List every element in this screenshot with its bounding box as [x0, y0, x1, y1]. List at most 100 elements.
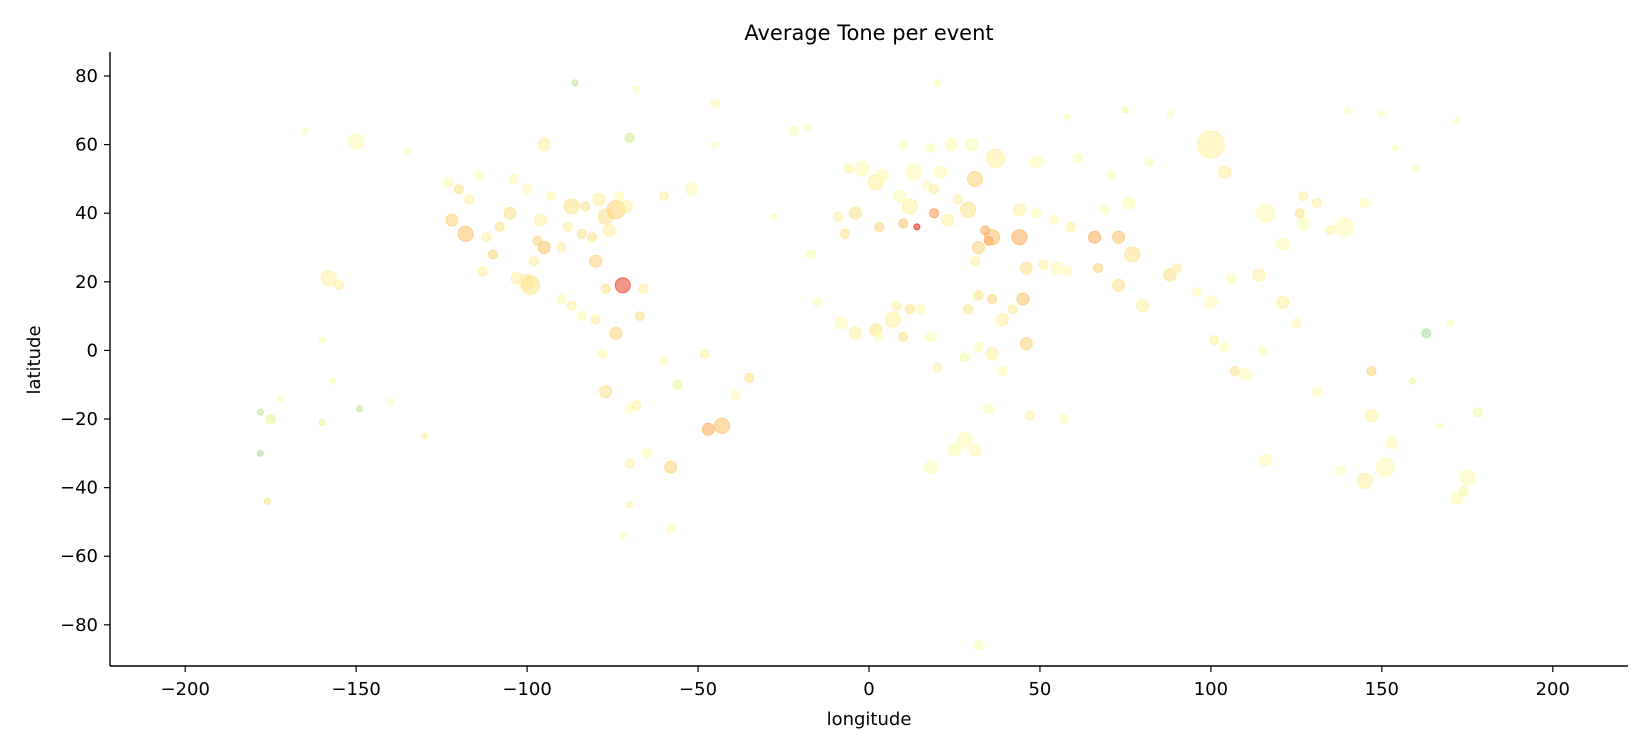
data-point	[1209, 335, 1220, 346]
data-point	[959, 352, 970, 363]
data-point	[1458, 486, 1469, 497]
data-point	[1204, 295, 1218, 309]
y-tick-label: −40	[60, 478, 98, 499]
data-point	[576, 228, 587, 239]
data-point	[1344, 106, 1352, 114]
data-point	[443, 177, 454, 188]
data-point	[1334, 217, 1354, 237]
data-point	[1011, 229, 1028, 246]
data-point	[934, 165, 948, 179]
data-point	[328, 377, 336, 385]
data-point	[1276, 295, 1290, 309]
data-point	[600, 283, 611, 294]
data-point	[840, 228, 851, 239]
data-point	[684, 182, 698, 196]
data-point	[884, 311, 901, 328]
data-point	[1016, 292, 1030, 306]
data-point	[898, 218, 909, 229]
data-point	[710, 98, 721, 109]
data-point	[970, 256, 980, 267]
data-point	[891, 300, 902, 311]
data-point	[556, 294, 567, 304]
data-point	[952, 194, 963, 205]
data-point	[1058, 414, 1069, 424]
data-point	[1088, 230, 1102, 244]
data-point	[320, 270, 337, 287]
data-point	[256, 408, 264, 416]
data-point	[403, 148, 411, 155]
y-tick-label: 20	[75, 272, 98, 293]
data-point	[633, 86, 640, 94]
data-point	[1252, 268, 1266, 282]
data-point	[1072, 153, 1083, 164]
data-point	[546, 191, 556, 202]
y-tick-label: 80	[75, 66, 98, 87]
scatter-points	[256, 79, 1483, 651]
data-point	[983, 235, 994, 246]
data-point	[1359, 197, 1370, 208]
data-point	[672, 379, 683, 390]
data-point	[318, 419, 326, 426]
data-point	[1171, 263, 1182, 274]
data-point	[905, 304, 915, 315]
data-point	[1453, 117, 1461, 125]
data-point	[1093, 263, 1104, 274]
data-point	[537, 138, 551, 152]
data-point	[619, 199, 633, 213]
data-point	[971, 241, 985, 254]
data-point	[902, 198, 918, 215]
y-tick-label: 60	[75, 135, 98, 156]
data-point	[986, 148, 1005, 168]
data-point	[843, 163, 854, 174]
data-point	[714, 417, 730, 434]
data-point	[932, 362, 943, 373]
data-point	[893, 189, 907, 203]
data-point	[445, 213, 459, 227]
data-point	[730, 390, 741, 400]
data-point	[1450, 491, 1464, 505]
data-point	[658, 355, 669, 366]
data-point	[929, 208, 939, 219]
data-point	[973, 640, 984, 651]
data-point	[521, 275, 540, 295]
data-point	[664, 460, 678, 474]
data-point	[1366, 366, 1377, 376]
data-point	[1436, 422, 1444, 430]
data-point	[848, 326, 862, 340]
data-point	[876, 169, 890, 182]
y-axis-label: latitude	[24, 325, 45, 394]
data-point	[1196, 130, 1225, 159]
data-point	[1062, 266, 1073, 277]
y-tick-label: 40	[75, 203, 98, 224]
data-point	[1112, 278, 1126, 292]
data-point	[1124, 246, 1141, 263]
data-point	[973, 342, 984, 352]
data-point	[987, 294, 998, 304]
data-point	[1166, 110, 1174, 118]
x-axis-label: longitude	[827, 709, 912, 730]
data-point	[1219, 342, 1230, 352]
data-point	[980, 225, 991, 236]
data-point	[744, 372, 755, 383]
data-point	[1375, 457, 1395, 477]
data-point	[1063, 113, 1071, 121]
x-ticks: −200 −150 −100 −50 0 50 100 150 200	[160, 666, 1570, 700]
data-point	[624, 132, 635, 143]
data-point	[528, 256, 539, 267]
data-point	[1038, 259, 1049, 270]
y-tick-label: −80	[60, 615, 98, 636]
data-point	[348, 133, 365, 150]
data-point	[1226, 273, 1237, 284]
data-point	[701, 422, 715, 436]
data-point	[960, 201, 977, 218]
data-point	[1031, 208, 1042, 219]
data-point	[453, 184, 464, 195]
x-tick-label: −150	[331, 679, 380, 700]
data-point	[609, 326, 623, 340]
data-point	[614, 277, 631, 294]
data-point	[1412, 165, 1420, 173]
data-point	[956, 431, 973, 448]
data-point	[848, 206, 862, 220]
data-point	[948, 443, 961, 457]
